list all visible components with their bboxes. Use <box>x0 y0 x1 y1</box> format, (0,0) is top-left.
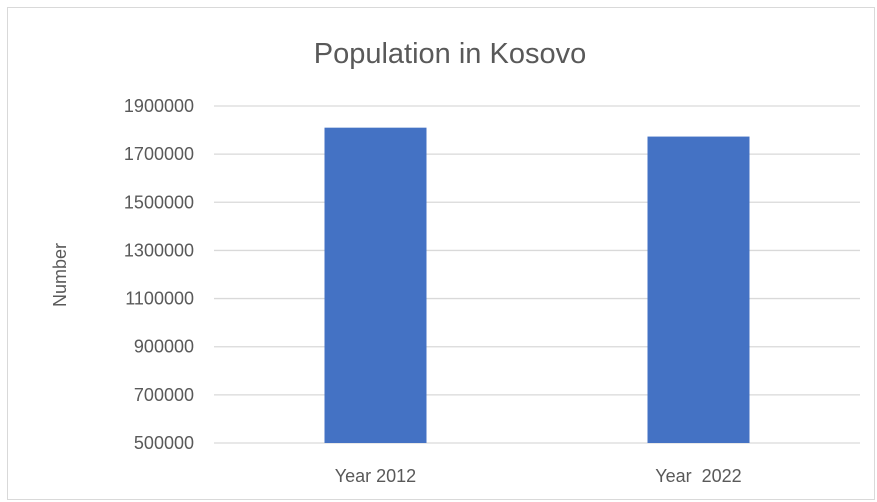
x-axis-ticks: Year 2012 Year 2022 <box>335 466 742 486</box>
y-tick-label: 1500000 <box>124 192 194 212</box>
y-tick-label: 1900000 <box>124 96 194 116</box>
y-tick-label: 1700000 <box>124 144 194 164</box>
y-tick-label: 1100000 <box>125 289 194 309</box>
chart-title: Population in Kosovo <box>314 38 586 70</box>
x-tick-label: Year 2012 <box>335 466 416 486</box>
gridlines <box>214 105 860 444</box>
y-tick-label: 500000 <box>134 433 194 453</box>
y-axis-title: Number <box>50 243 70 307</box>
y-tick-label: 900000 <box>134 337 194 357</box>
bar <box>324 127 427 444</box>
y-tick-label: 1300000 <box>124 240 194 260</box>
x-tick-label: Year 2022 <box>655 466 741 486</box>
y-tick-label: 700000 <box>134 385 194 405</box>
y-axis-ticks: 500000 700000 900000 1100000 1300000 1500000 1… <box>124 96 194 453</box>
bars <box>324 127 750 444</box>
bar <box>647 136 750 443</box>
